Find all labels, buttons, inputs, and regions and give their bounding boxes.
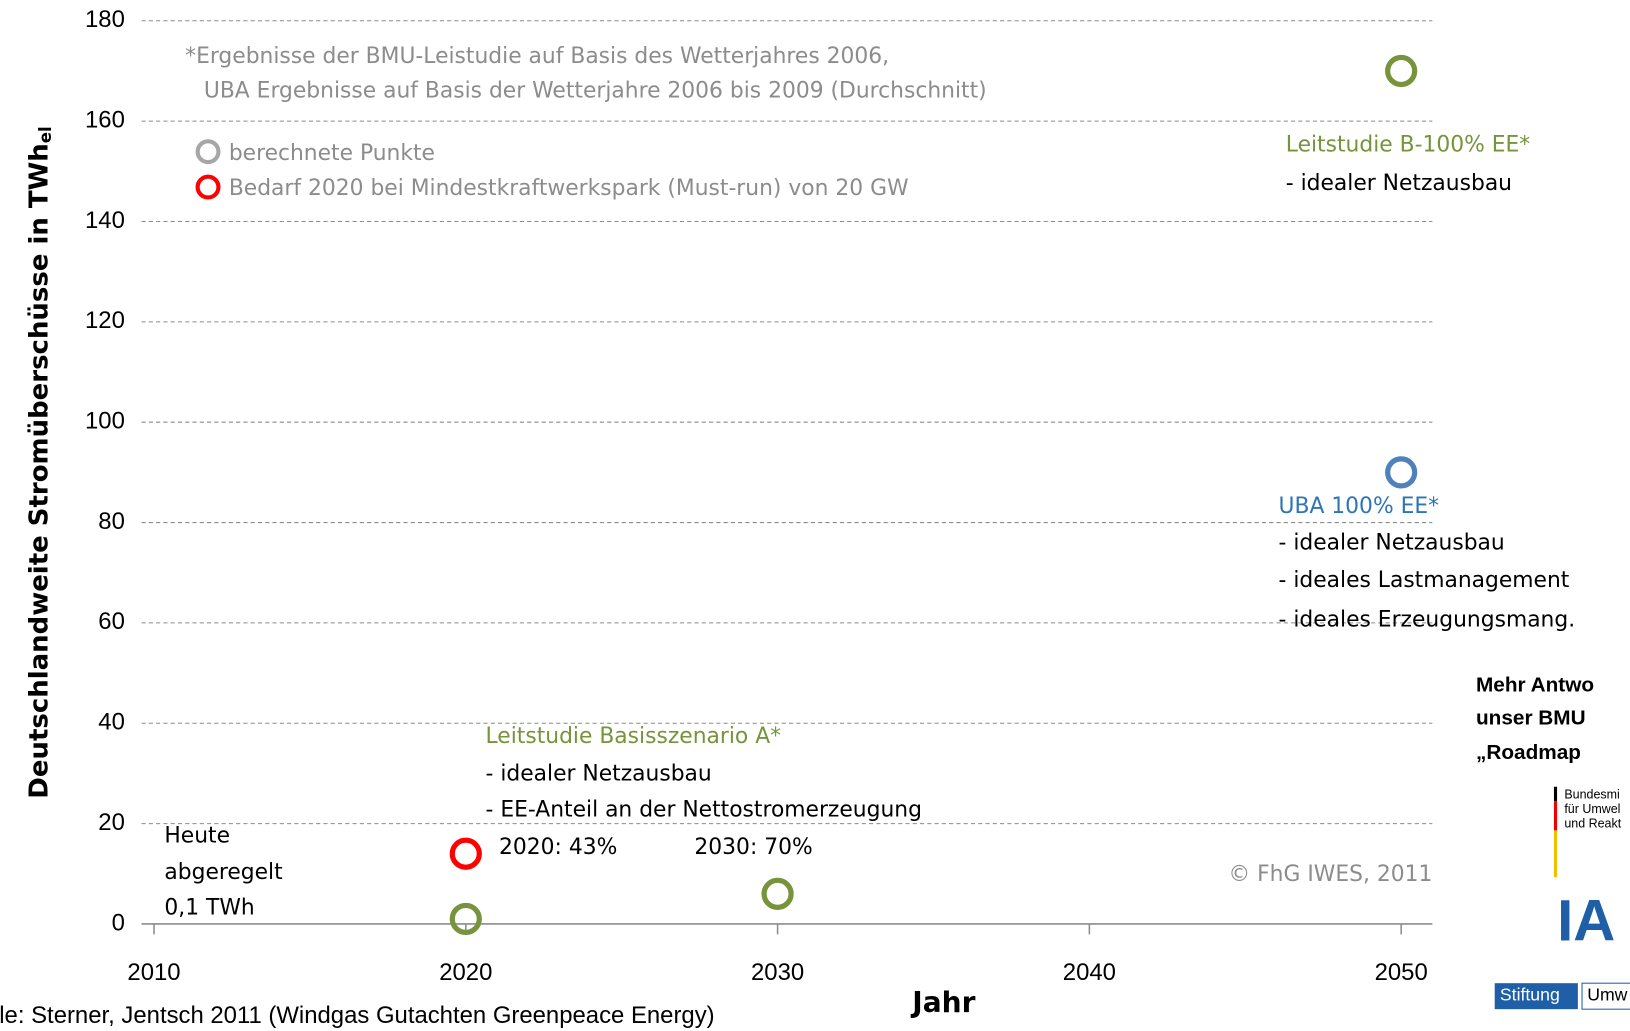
flag-red bbox=[1553, 801, 1558, 831]
side-note: für Umwel bbox=[1564, 802, 1620, 816]
side-note: Stiftung bbox=[1500, 984, 1560, 1004]
y-tick-label: 180 bbox=[85, 6, 125, 33]
annotation: abgeregelt bbox=[164, 860, 283, 885]
annotation: Leitstudie B-100% EE* bbox=[1286, 133, 1530, 158]
point bbox=[449, 902, 482, 936]
annotation: © FhG IWES, 2011 bbox=[1228, 862, 1432, 887]
annotation: - idealer Netzausbau bbox=[1286, 171, 1512, 196]
legend-marker bbox=[195, 139, 221, 165]
annotation: UBA 100% EE* bbox=[1279, 494, 1440, 519]
point bbox=[1385, 54, 1418, 88]
side-note: „Roadmap bbox=[1476, 741, 1581, 764]
x-tick-label: 2050 bbox=[1375, 959, 1428, 986]
y-tick-label: 20 bbox=[98, 809, 125, 836]
annotation: - idealer Netzausbau bbox=[486, 761, 712, 786]
annotation: 2020: 43% bbox=[499, 835, 617, 860]
y-tick-label: 0 bbox=[112, 909, 125, 936]
stiftung-box bbox=[1494, 983, 1578, 1010]
y-tick-label: 60 bbox=[98, 608, 125, 635]
annotation: - EE-Anteil an der Nettostromerzeugung bbox=[486, 798, 922, 823]
point bbox=[1385, 456, 1418, 489]
y-tick-label: 80 bbox=[98, 508, 125, 535]
y-tick-label: 140 bbox=[85, 207, 125, 234]
side-note: unser BMU bbox=[1476, 707, 1586, 730]
y-tick-label: 160 bbox=[85, 106, 125, 133]
flag-gold bbox=[1553, 830, 1558, 878]
y-tick-label: 100 bbox=[85, 408, 125, 435]
point bbox=[449, 837, 482, 870]
annotation: *Ergebnisse der BMU-Leistudie auf Basis … bbox=[185, 44, 889, 69]
point bbox=[761, 877, 794, 910]
x-tick-label: 2030 bbox=[751, 959, 804, 986]
side-note: und Reakt bbox=[1564, 816, 1621, 830]
legend-label: Bedarf 2020 bei Mindestkraftwerkspark (M… bbox=[229, 176, 909, 201]
annotation: - ideales Erzeugungsmang. bbox=[1279, 607, 1576, 632]
umw-box bbox=[1581, 982, 1630, 1010]
y-tick-label: 40 bbox=[98, 709, 125, 736]
annotation: 0,1 TWh bbox=[164, 895, 254, 920]
y-axis-label-subscript: el bbox=[35, 126, 54, 143]
side-note: Bundesmi bbox=[1564, 787, 1619, 801]
annotation: - idealer Netzausbau bbox=[1279, 531, 1505, 556]
y-axis-label-main: Deutschlandweite Stromüberschüsse in TWh bbox=[24, 143, 54, 798]
x-tick-label: 2020 bbox=[439, 959, 492, 986]
side-note: Mehr Antwo bbox=[1476, 673, 1594, 696]
annotation: - ideales Lastmanagement bbox=[1279, 568, 1570, 593]
y-axis-label: Deutschlandweite Stromüberschüsse in TWh… bbox=[24, 126, 54, 798]
flag-black bbox=[1553, 786, 1558, 802]
legend-label: berechnete Punkte bbox=[229, 141, 435, 166]
x-tick-label: 2010 bbox=[127, 959, 180, 986]
side-note: IA bbox=[1557, 888, 1615, 953]
annotation: Leitstudie Basisszenario A* bbox=[486, 724, 782, 749]
annotation: 2030: 70% bbox=[694, 835, 812, 860]
side-note: Umw bbox=[1587, 984, 1627, 1004]
x-tick-label: 2040 bbox=[1063, 959, 1116, 986]
x-axis-label: Jahr bbox=[910, 986, 975, 1019]
y-tick-label: 120 bbox=[85, 307, 125, 334]
source: lle: Sterner, Jentsch 2011 (Windgas Guta… bbox=[0, 1002, 715, 1029]
legend-marker bbox=[195, 174, 221, 200]
annotation: UBA Ergebnisse auf Basis der Wetterjahre… bbox=[204, 78, 987, 103]
annotation: Heute bbox=[164, 824, 230, 849]
